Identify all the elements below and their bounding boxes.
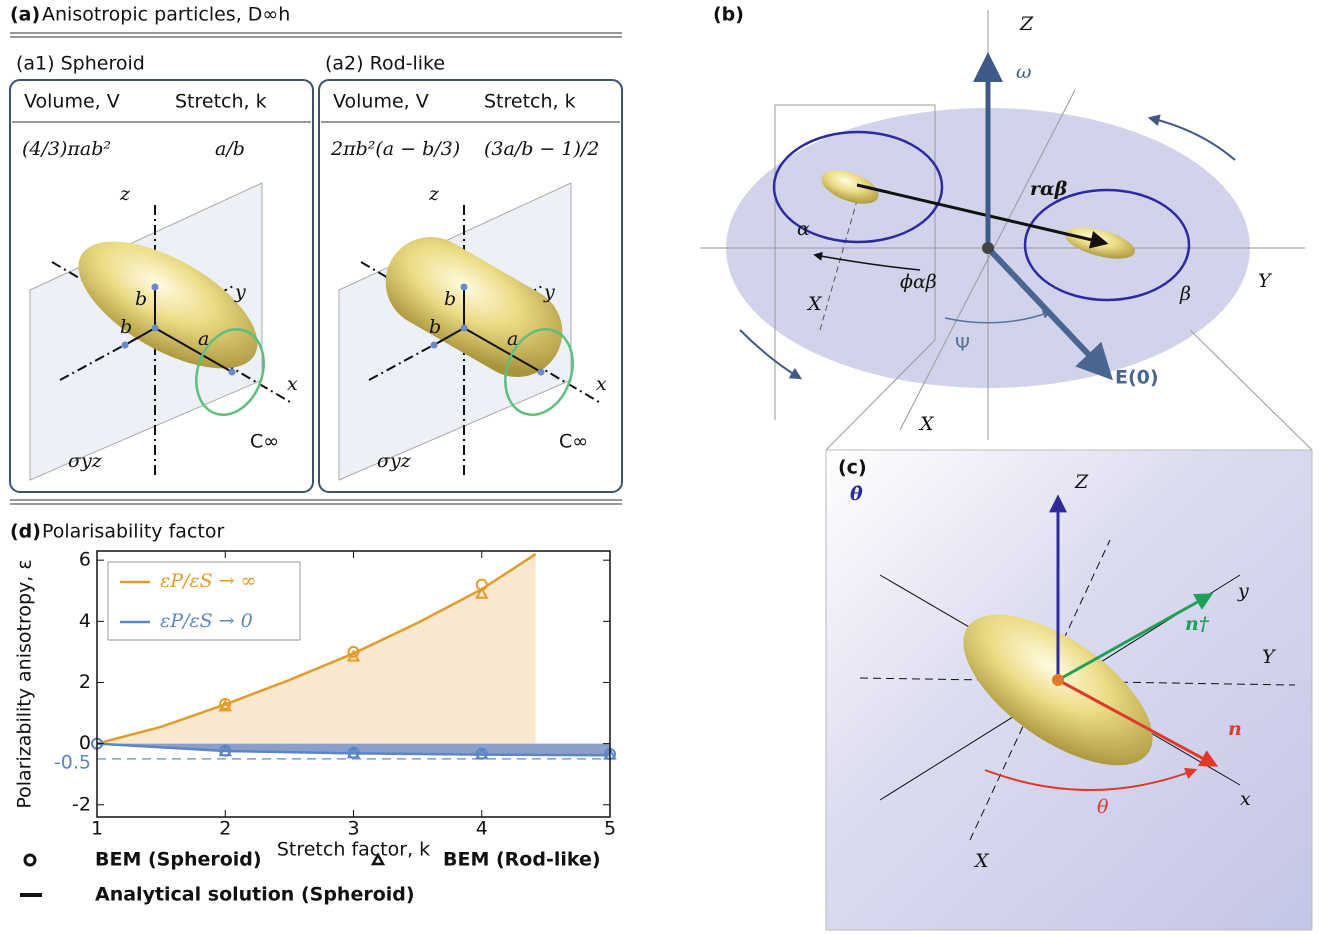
symmetry-label: C∞: [250, 431, 279, 453]
axis-label: z: [119, 183, 131, 205]
dimension-label: b: [429, 316, 441, 338]
axis-label: x: [596, 373, 607, 395]
y-tick-label: 0: [79, 732, 91, 754]
label: ϕαβ: [900, 271, 937, 293]
header: Volume, V: [24, 91, 120, 113]
particle-panel: (a2) Rod-like Volume, V Stretch, k 2πb²(a −…: [319, 53, 622, 493]
x-tick-label: 3: [347, 818, 359, 840]
particle-panel: (a1) Spheroid Volume, V Stretch, k (4/3)πab…: [10, 53, 313, 493]
formula: (4/3)πab²: [22, 138, 111, 160]
panel-label: (c): [838, 457, 867, 479]
y-axis-label: Polarizability anisotropy, ε: [14, 559, 36, 808]
y-tick-label: 2: [79, 671, 91, 693]
label: X: [806, 293, 823, 315]
label: Ψ: [955, 334, 970, 356]
point: [431, 342, 438, 349]
axis-label: z: [428, 183, 440, 205]
header: Stretch, k: [484, 91, 576, 113]
page: { "panel_a": { "label": "(a)", "title": …: [0, 0, 1320, 935]
figure: (a) Anisotropic particles, D∞h (a1) Sphe…: [0, 0, 1320, 935]
label: θ: [1097, 796, 1109, 818]
panel-label: (a1) Spheroid: [16, 53, 145, 75]
chart: -0.5 -2 0 2 4 6 1 2 3 4 5 Stretch factor, k Polariza…: [14, 549, 617, 906]
axis-label: x: [287, 373, 298, 395]
x-tick-label: 1: [91, 818, 103, 840]
label: Z: [1019, 13, 1034, 35]
panel-label: (a2) Rod-like: [325, 53, 445, 75]
legend-marker: [25, 855, 35, 865]
x-tick-label: 2: [219, 818, 231, 840]
label: X: [918, 413, 935, 435]
label: n†: [1185, 613, 1210, 635]
label: y: [1237, 580, 1249, 602]
point: [152, 325, 159, 332]
label: θ̇: [850, 483, 863, 505]
label: Y: [1258, 270, 1273, 292]
origin: [1052, 674, 1064, 686]
label: n: [1228, 718, 1242, 740]
panel-label: (a): [10, 4, 40, 26]
panel-title: Anisotropic particles, D∞h: [42, 4, 290, 26]
panel-label: (b): [713, 4, 744, 26]
header: Stretch, k: [175, 91, 267, 113]
legend-label: Analytical solution (Spheroid): [95, 884, 415, 906]
dimension-label: a: [507, 328, 518, 350]
header: Volume, V: [333, 91, 429, 113]
zoom-line: [1190, 330, 1312, 450]
chart-title: Polarisability factor: [42, 521, 224, 543]
origin: [982, 242, 994, 254]
label: x: [1240, 788, 1251, 810]
symmetry-label: σyz: [377, 450, 412, 472]
point: [538, 369, 545, 376]
label: rαβ: [1030, 178, 1068, 200]
point: [152, 284, 159, 291]
label: ω: [1016, 61, 1032, 83]
x-tick-label: 5: [604, 818, 616, 840]
point: [122, 342, 129, 349]
point: [461, 284, 468, 291]
legend-label: BEM (Rod-like): [443, 849, 601, 871]
legend-label: BEM (Spheroid): [95, 849, 262, 871]
reference-label: -0.5: [54, 751, 91, 773]
label: β: [1179, 283, 1191, 305]
x-axis-label: Stretch factor, k: [277, 839, 430, 861]
axis-label: y: [543, 281, 555, 303]
legend-label: εP/εS → ∞: [160, 570, 256, 592]
formula: (3a/b − 1)/2: [484, 138, 599, 160]
symmetry-label: C∞: [559, 431, 588, 453]
y-tick-label: 6: [79, 549, 91, 571]
y-tick-label: 4: [79, 610, 91, 632]
point: [229, 369, 236, 376]
dimension-label: a: [198, 328, 209, 350]
formula: 2πb²(a − b/3): [330, 138, 460, 160]
dimension-label: b: [444, 288, 456, 310]
panel-label: (d): [10, 521, 41, 543]
dimension-label: b: [120, 316, 132, 338]
label: α: [797, 218, 810, 240]
point: [461, 325, 468, 332]
label: E(0): [1115, 367, 1159, 389]
formula: a/b: [215, 138, 245, 160]
label: Z: [1074, 471, 1089, 493]
axis-label: y: [234, 281, 246, 303]
x-tick-label: 4: [476, 818, 488, 840]
label: X: [973, 850, 990, 872]
legend-label: εP/εS → 0: [160, 610, 253, 632]
dimension-label: b: [135, 288, 147, 310]
y-tick-label: -2: [72, 793, 91, 815]
symmetry-label: σyz: [68, 450, 103, 472]
